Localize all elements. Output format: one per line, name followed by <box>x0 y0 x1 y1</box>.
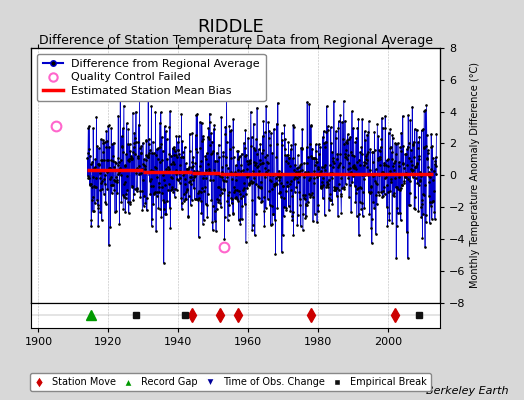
Legend: Difference from Regional Average, Quality Control Failed, Estimated Station Mean: Difference from Regional Average, Qualit… <box>37 54 266 101</box>
Y-axis label: Monthly Temperature Anomaly Difference (°C): Monthly Temperature Anomaly Difference (… <box>470 62 480 288</box>
Title: Difference of Station Temperature Data from Regional Average: Difference of Station Temperature Data f… <box>39 34 433 47</box>
Legend: Station Move, Record Gap, Time of Obs. Change, Empirical Break: Station Move, Record Gap, Time of Obs. C… <box>30 373 431 391</box>
Text: Berkeley Earth: Berkeley Earth <box>426 386 508 396</box>
Text: RIDDLE: RIDDLE <box>197 18 264 36</box>
